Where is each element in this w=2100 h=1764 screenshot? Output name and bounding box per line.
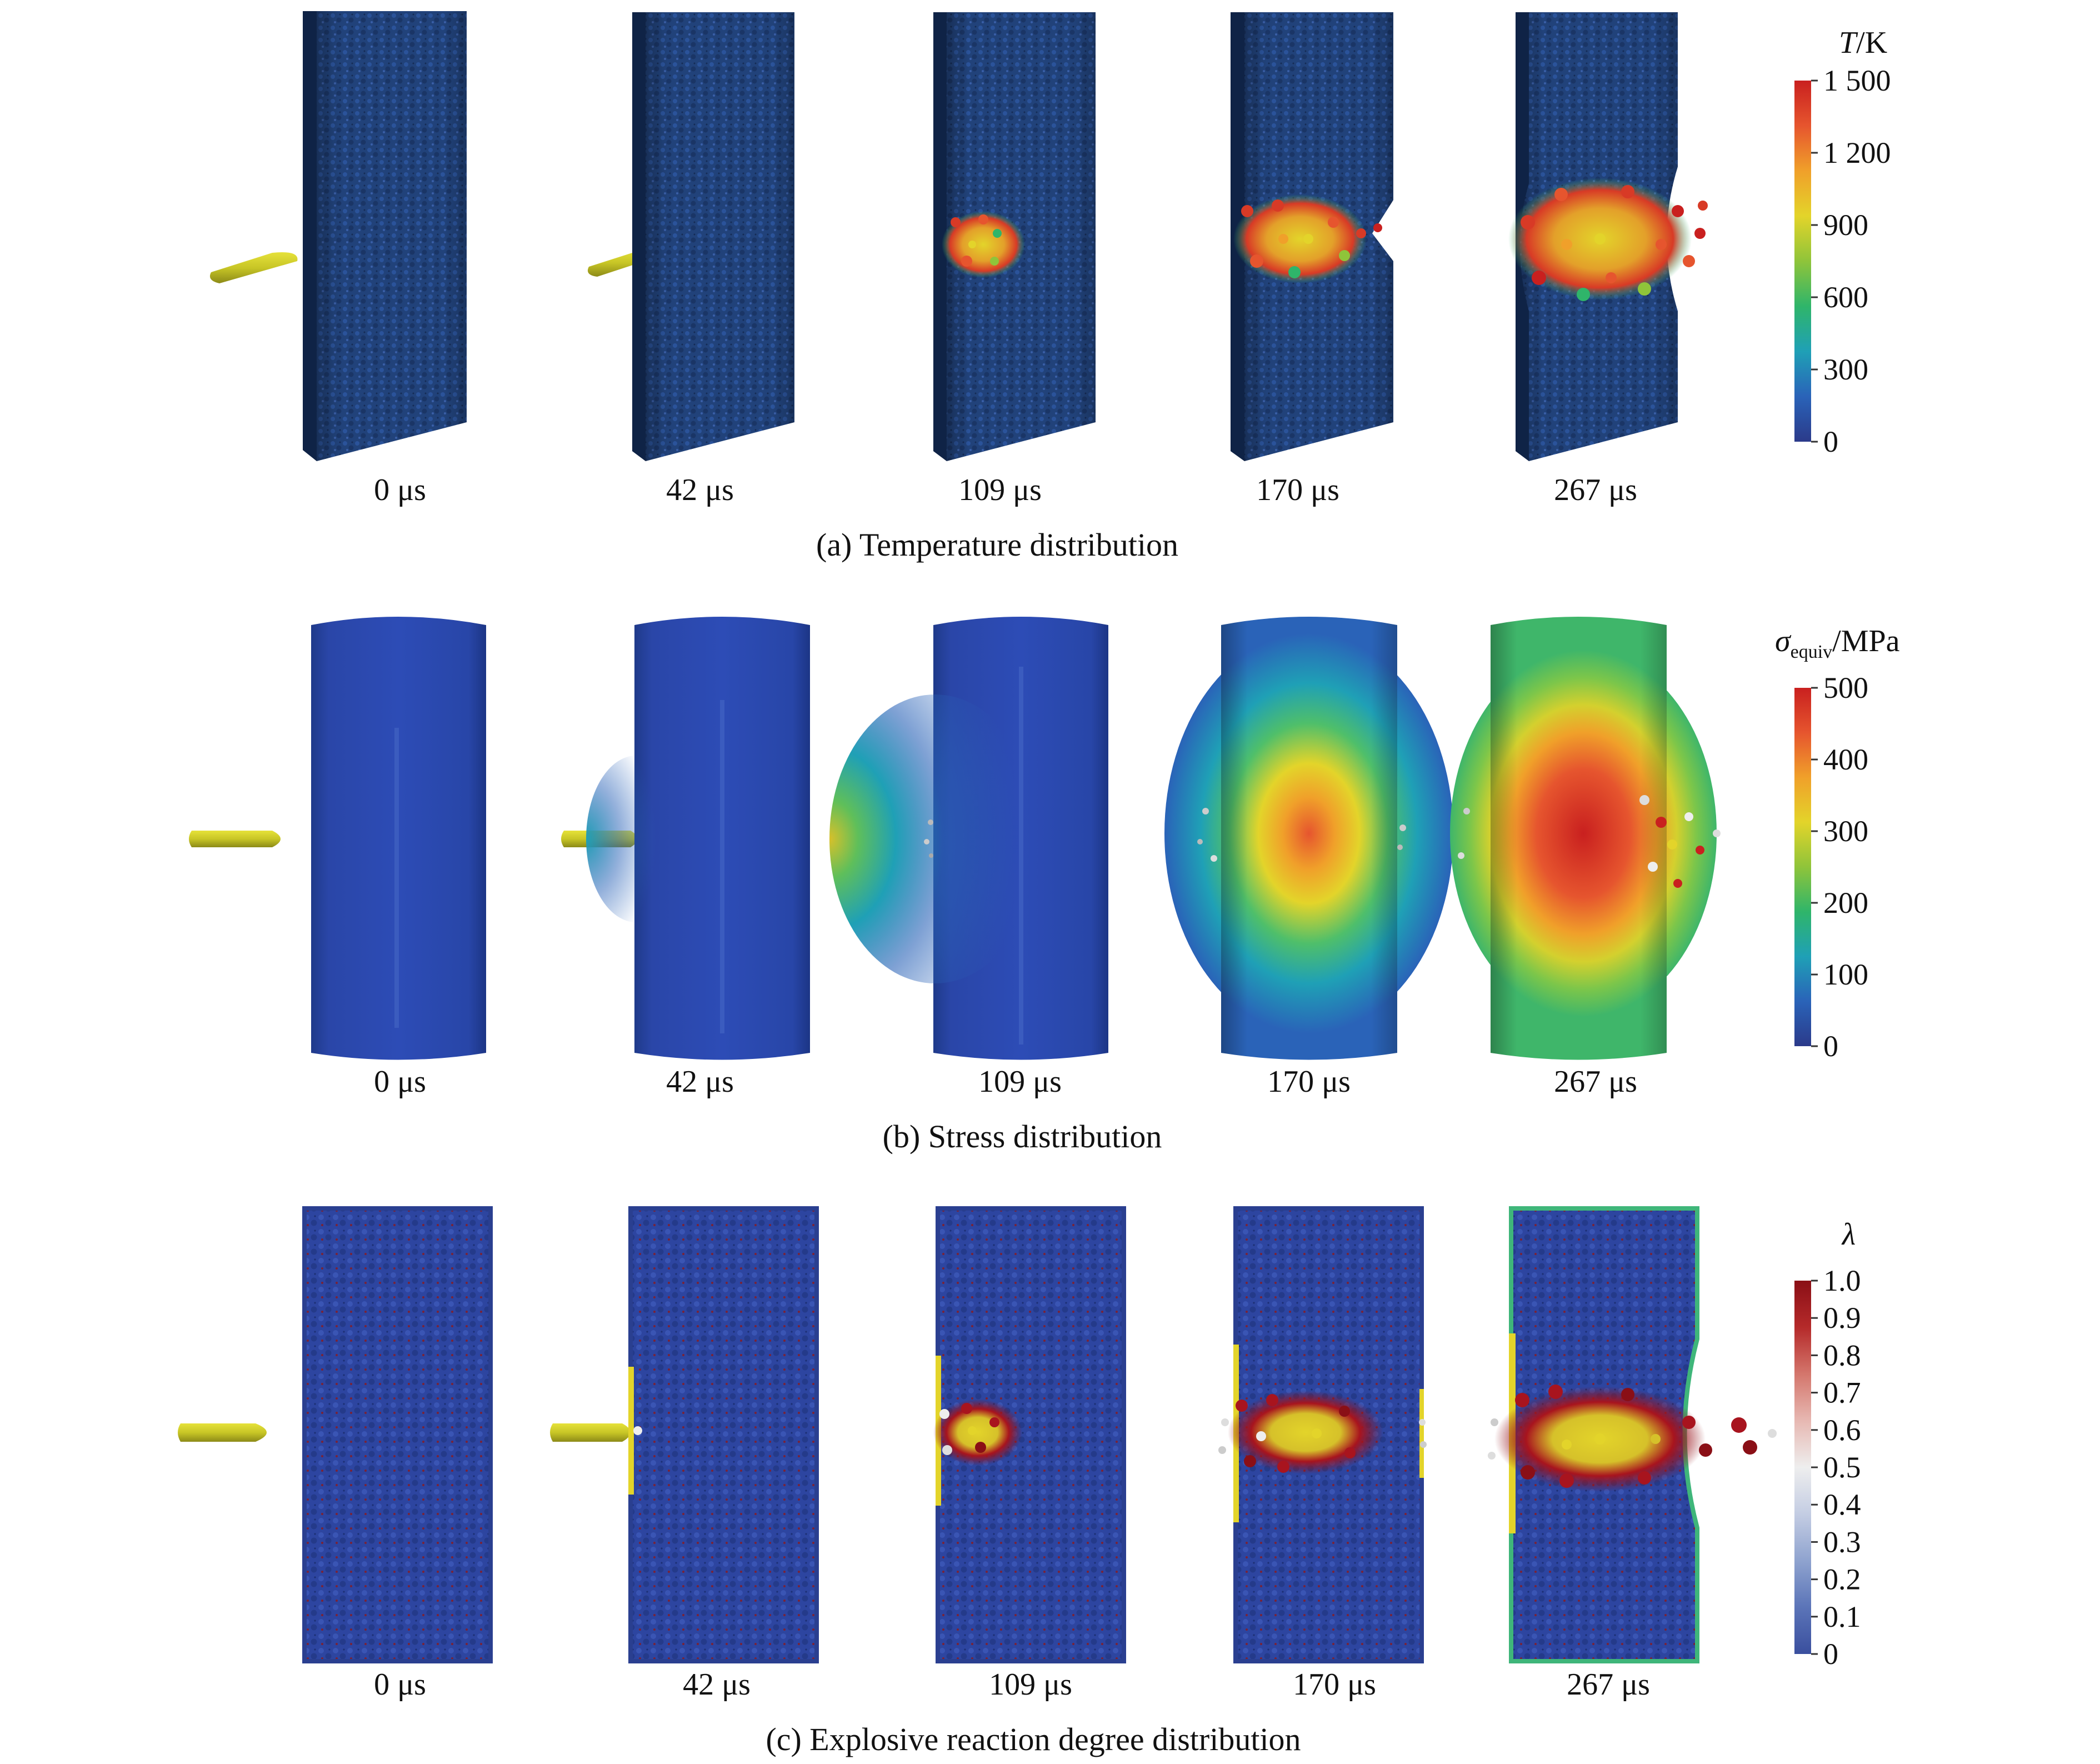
cylinder-42us xyxy=(586,617,810,1060)
colorbar-temperature: T/K 0 300 600 900 1 200 1 500 xyxy=(1794,26,1891,458)
cylinder-109us xyxy=(829,617,1108,1060)
cylinder-0us xyxy=(311,617,486,1060)
time-label: 0 μs xyxy=(374,473,426,507)
caption: (a) Temperature distribution xyxy=(816,527,1178,563)
colorbar-tick-label: 0.7 xyxy=(1823,1376,1861,1410)
row-c: 0 μs 42 μs 109 μs 170 μs 267 μs (c) Expl… xyxy=(178,1206,1861,1757)
colorbar-tick-label: 0 xyxy=(1823,1030,1838,1063)
colorbar-tick-label: 0.5 xyxy=(1823,1451,1861,1484)
colorbar xyxy=(1794,1281,1811,1654)
slab-109us xyxy=(933,12,1096,461)
colorbar-tick-label: 600 xyxy=(1823,281,1868,314)
time-label: 267 μs xyxy=(1567,1667,1650,1702)
cylinder-267us xyxy=(1450,617,1721,1060)
panel-109us xyxy=(933,1206,1126,1663)
colorbar-tick-label: 0.4 xyxy=(1823,1488,1861,1521)
colorbar-tick-label: 0.9 xyxy=(1823,1301,1861,1335)
row-b: 0 μs 42 μs 109 μs 170 μs 267 μs (b) Stre… xyxy=(189,617,1900,1155)
legend-title: σequiv/MPa xyxy=(1775,624,1900,662)
time-label: 109 μs xyxy=(989,1667,1072,1702)
time-label: 42 μs xyxy=(683,1667,751,1702)
slab-170us xyxy=(1231,12,1393,461)
colorbar-stress: σequiv/MPa 0 100 200 300 400 500 xyxy=(1775,624,1900,1063)
slab-267us xyxy=(1508,12,1708,461)
colorbar-tick-label: 0.1 xyxy=(1823,1600,1861,1633)
colorbar-tick-label: 0.2 xyxy=(1823,1563,1861,1596)
time-label: 42 μs xyxy=(666,473,734,507)
colorbar-tick-label: 300 xyxy=(1823,353,1868,386)
row-a: 0 μs 42 μs 109 μs 170 μs 267 μs (a) Temp… xyxy=(209,11,1891,563)
time-label: 109 μs xyxy=(978,1065,1062,1099)
projectile xyxy=(189,831,281,847)
slab-42us xyxy=(632,12,794,461)
time-label: 170 μs xyxy=(1293,1667,1376,1702)
colorbar-tick-label: 200 xyxy=(1823,886,1868,920)
projectile xyxy=(209,252,298,283)
colorbar xyxy=(1794,81,1811,442)
colorbar-tick-label: 1 500 xyxy=(1823,64,1891,97)
projectile xyxy=(178,1423,267,1442)
time-label: 267 μs xyxy=(1554,473,1637,507)
colorbar-tick-label: 500 xyxy=(1823,671,1868,704)
colorbar-tick-label: 0 xyxy=(1823,1637,1838,1671)
time-label: 267 μs xyxy=(1554,1065,1637,1099)
colorbar-tick-label: 0.3 xyxy=(1823,1525,1861,1558)
legend-title: λ xyxy=(1841,1217,1856,1252)
caption: (c) Explosive reaction degree distributi… xyxy=(766,1721,1301,1757)
colorbar-reaction: λ 0 0.1 0.2 0.3 0.4 0.5 0.60.7 0.80.9 1.0 xyxy=(1794,1217,1861,1671)
colorbar-tick-label: 1.0 xyxy=(1823,1264,1861,1297)
colorbar-tick-label: 0.8 xyxy=(1823,1338,1861,1372)
slab-0us xyxy=(303,11,467,461)
colorbar xyxy=(1794,688,1811,1046)
time-label: 42 μs xyxy=(666,1065,734,1099)
colorbar-tick-label: 1 200 xyxy=(1823,136,1891,169)
projectile xyxy=(550,1423,631,1442)
panel-267us xyxy=(1488,1206,1777,1663)
panel-0us xyxy=(302,1206,493,1663)
time-label: 170 μs xyxy=(1267,1065,1351,1099)
colorbar-tick-label: 100 xyxy=(1823,958,1868,991)
colorbar-tick-label: 900 xyxy=(1823,208,1868,242)
colorbar-tick-label: 400 xyxy=(1823,743,1868,776)
panel-170us xyxy=(1218,1206,1427,1663)
panel-42us xyxy=(628,1206,819,1663)
time-label: 0 μs xyxy=(374,1667,426,1702)
time-label: 170 μs xyxy=(1256,473,1339,507)
colorbar-tick-label: 0 xyxy=(1823,425,1838,458)
colorbar-tick-label: 300 xyxy=(1823,814,1868,848)
legend-title: T/K xyxy=(1839,26,1887,60)
time-label: 0 μs xyxy=(374,1065,426,1099)
cylinder-170us xyxy=(1164,617,1453,1060)
time-label: 109 μs xyxy=(958,473,1042,507)
caption: (b) Stress distribution xyxy=(883,1118,1162,1155)
colorbar-tick-label: 0.6 xyxy=(1823,1413,1861,1447)
